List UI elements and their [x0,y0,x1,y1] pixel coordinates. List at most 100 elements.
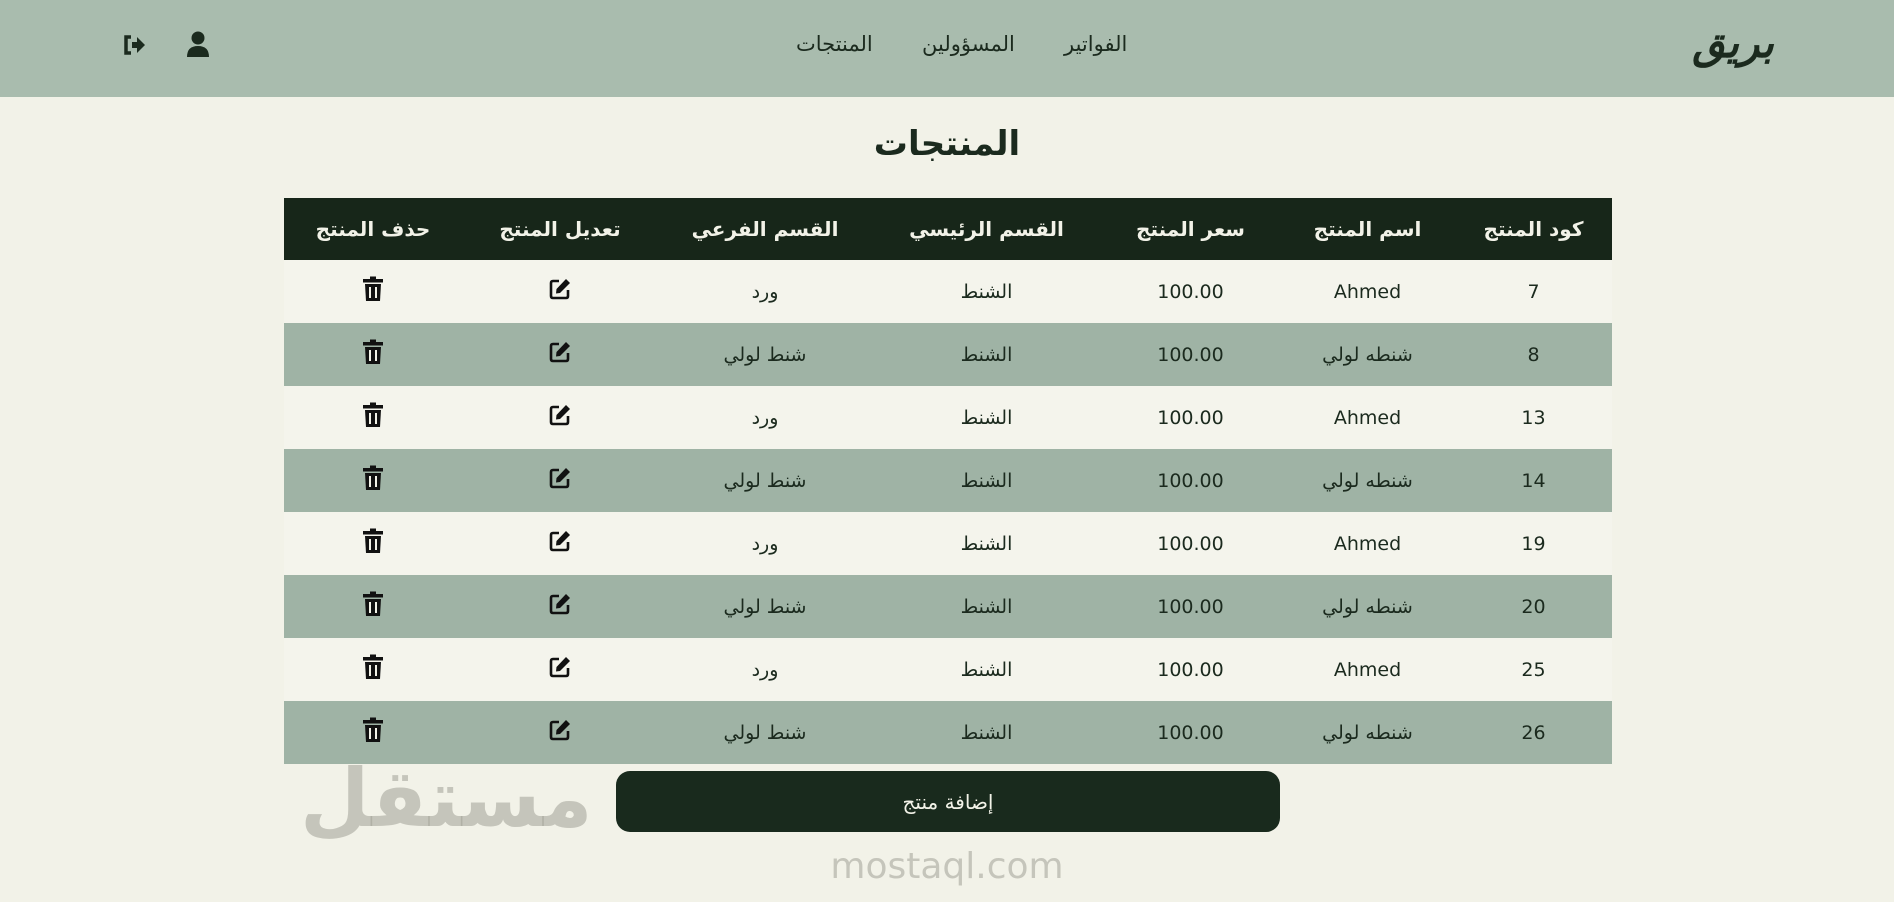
logo[interactable]: بريق [1692,18,1774,67]
col-sub-category: القسم الفرعي [658,198,872,260]
cell-delete [284,260,462,323]
products-table: كود المنتج اسم المنتج سعر المنتج القسم ا… [284,198,1612,764]
table-row: 19 Ahmed 100.00 الشنط ورد [284,512,1612,575]
table-row: 20 شنطه لولي 100.00 الشنط شنط لولي [284,575,1612,638]
logout-icon[interactable] [122,30,148,60]
cell-name: Ahmed [1280,386,1455,449]
cell-edit [462,638,658,701]
cell-sub-category: شنط لولي [658,449,872,512]
trash-icon[interactable] [362,465,384,496]
cell-sub-category: ورد [658,386,872,449]
cell-edit [462,449,658,512]
cell-main-category: الشنط [872,449,1101,512]
nav-invoices[interactable]: الفواتير [1064,32,1128,56]
col-code: كود المنتج [1455,198,1612,260]
col-main-category: القسم الرئيسي [872,198,1101,260]
edit-icon[interactable] [548,403,572,432]
cell-code: 19 [1455,512,1612,575]
col-delete: حذف المنتج [284,198,462,260]
cell-price: 100.00 [1101,260,1280,323]
cell-edit [462,386,658,449]
edit-icon[interactable] [548,529,572,558]
user-icon[interactable] [185,30,211,60]
nav-products[interactable]: المنتجات [796,32,873,56]
cell-main-category: الشنط [872,575,1101,638]
table-row: 13 Ahmed 100.00 الشنط ورد [284,386,1612,449]
trash-icon[interactable] [362,276,384,307]
cell-edit [462,512,658,575]
col-price: سعر المنتج [1101,198,1280,260]
edit-icon[interactable] [548,466,572,495]
cell-price: 100.00 [1101,575,1280,638]
cell-price: 100.00 [1101,323,1280,386]
cell-name: Ahmed [1280,260,1455,323]
cell-edit [462,323,658,386]
cell-sub-category: شنط لولي [658,323,872,386]
cell-sub-category: شنط لولي [658,701,872,764]
trash-icon[interactable] [362,402,384,433]
cell-main-category: الشنط [872,323,1101,386]
cell-delete [284,638,462,701]
cell-code: 26 [1455,701,1612,764]
cell-price: 100.00 [1101,701,1280,764]
watermark-logo: مستقل [300,752,593,845]
edit-icon[interactable] [548,340,572,369]
cell-edit [462,260,658,323]
cell-main-category: الشنط [872,512,1101,575]
cell-code: 13 [1455,386,1612,449]
cell-price: 100.00 [1101,449,1280,512]
edit-icon[interactable] [548,592,572,621]
table-row: 7 Ahmed 100.00 الشنط ورد [284,260,1612,323]
cell-edit [462,701,658,764]
edit-icon[interactable] [548,718,572,747]
table-row: 8 شنطه لولي 100.00 الشنط شنط لولي [284,323,1612,386]
cell-delete [284,323,462,386]
cell-name: شنطه لولي [1280,575,1455,638]
col-name: اسم المنتج [1280,198,1455,260]
cell-delete [284,512,462,575]
cell-name: Ahmed [1280,512,1455,575]
cell-price: 100.00 [1101,512,1280,575]
cell-sub-category: شنط لولي [658,575,872,638]
trash-icon[interactable] [362,528,384,559]
cell-code: 8 [1455,323,1612,386]
cell-sub-category: ورد [658,638,872,701]
top-navbar: بريق الفواتير المسؤولين المنتجات [0,0,1894,97]
trash-icon[interactable] [362,717,384,748]
cell-name: شنطه لولي [1280,323,1455,386]
cell-main-category: الشنط [872,701,1101,764]
table-row: 26 شنطه لولي 100.00 الشنط شنط لولي [284,701,1612,764]
cell-main-category: الشنط [872,638,1101,701]
watermark-url: mostaql.com [830,846,1064,887]
edit-icon[interactable] [548,655,572,684]
cell-edit [462,575,658,638]
cell-main-category: الشنط [872,386,1101,449]
cell-code: 7 [1455,260,1612,323]
cell-delete [284,575,462,638]
cell-name: شنطه لولي [1280,701,1455,764]
cell-name: شنطه لولي [1280,449,1455,512]
nav-admins[interactable]: المسؤولين [922,32,1015,56]
cell-main-category: الشنط [872,260,1101,323]
cell-delete [284,449,462,512]
table-row: 25 Ahmed 100.00 الشنط ورد [284,638,1612,701]
cell-delete [284,386,462,449]
trash-icon[interactable] [362,339,384,370]
add-product-button[interactable]: إضافة منتج [616,771,1280,832]
cell-code: 14 [1455,449,1612,512]
col-edit: تعديل المنتج [462,198,658,260]
trash-icon[interactable] [362,591,384,622]
add-product-label: إضافة منتج [902,789,994,814]
cell-sub-category: ورد [658,260,872,323]
table-header-row: كود المنتج اسم المنتج سعر المنتج القسم ا… [284,198,1612,260]
trash-icon[interactable] [362,654,384,685]
table-row: 14 شنطه لولي 100.00 الشنط شنط لولي [284,449,1612,512]
edit-icon[interactable] [548,277,572,306]
cell-delete [284,701,462,764]
cell-code: 20 [1455,575,1612,638]
cell-price: 100.00 [1101,638,1280,701]
cell-sub-category: ورد [658,512,872,575]
cell-code: 25 [1455,638,1612,701]
cell-price: 100.00 [1101,386,1280,449]
page-title: المنتجات [873,124,1021,164]
